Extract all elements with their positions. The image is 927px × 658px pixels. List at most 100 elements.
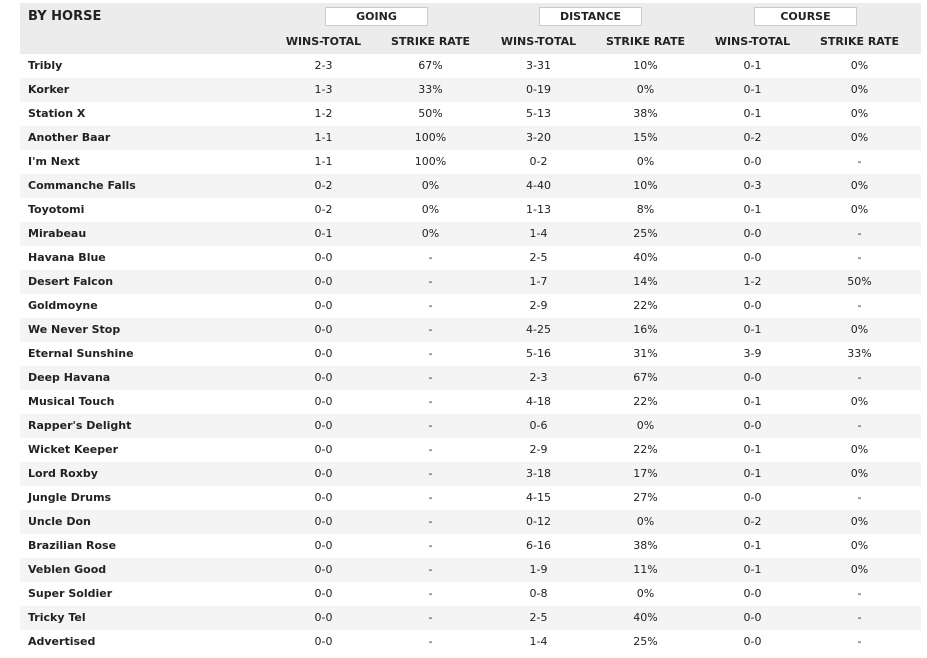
group-label: GOING	[325, 7, 428, 26]
stat-cell: 1-3	[314, 83, 333, 96]
horse-name: Veblen Good	[28, 563, 107, 576]
stat-cell: 11%	[633, 563, 658, 576]
table-row: We Never Stop 0-0 - 4-25 16% 0-1 0%	[20, 318, 921, 342]
stat-cell: 0-3	[743, 179, 762, 192]
stat-cell: 40%	[633, 251, 658, 264]
stat-cell: -	[428, 443, 433, 456]
table-row: Desert Falcon 0-0 - 1-7 14% 1-2 50%	[20, 270, 921, 294]
stat-cell: 38%	[633, 539, 658, 552]
stat-cell: 0-19	[526, 83, 551, 96]
stat-cell: 0-0	[314, 395, 333, 408]
stat-cell: 4-40	[526, 179, 551, 192]
stat-cell: 0-0	[314, 635, 333, 648]
stat-cell: 0-0	[314, 587, 333, 600]
stat-cell: 0%	[850, 83, 869, 96]
horse-name: Musical Touch	[28, 395, 115, 408]
stat-cell: 0-0	[743, 227, 762, 240]
table-header: BY HORSE GOING DISTANCE COURSE WINS-TOTAL ST…	[20, 3, 921, 54]
stat-cell: -	[857, 635, 862, 648]
stat-cell: 38%	[633, 107, 658, 120]
stat-cell: 1-9	[529, 563, 548, 576]
stat-cell: 0%	[636, 419, 655, 432]
stat-cell: 14%	[633, 275, 658, 288]
table-row: Deep Havana 0-0 - 2-3 67% 0-0 -	[20, 366, 921, 390]
table-row: Mirabeau 0-1 0% 1-4 25% 0-0 -	[20, 222, 921, 246]
stat-cell: 0%	[850, 203, 869, 216]
stat-cell: 27%	[633, 491, 658, 504]
stat-cell: 0-6	[529, 419, 548, 432]
stat-cell: 0-1	[743, 443, 762, 456]
stat-cell: 0-2	[314, 203, 333, 216]
stat-cell: -	[428, 587, 433, 600]
stat-cell: -	[857, 419, 862, 432]
stat-cell: 0-1	[743, 107, 762, 120]
stat-cell: 0-2	[529, 155, 548, 168]
table-row: Station X 1-2 50% 5-13 38% 0-1 0%	[20, 102, 921, 126]
stat-cell: 0-8	[529, 587, 548, 600]
stat-cell: 0-0	[743, 251, 762, 264]
column-header: STRIKE RATE	[605, 35, 685, 48]
table-row: Veblen Good 0-0 - 1-9 11% 0-1 0%	[20, 558, 921, 582]
stat-cell: 0-0	[743, 299, 762, 312]
stat-cell: 4-15	[526, 491, 551, 504]
stat-cell: -	[428, 515, 433, 528]
stat-cell: 0%	[421, 203, 440, 216]
stat-cell: 0-1	[743, 203, 762, 216]
horse-name: I'm Next	[28, 155, 80, 168]
stat-cell: 22%	[633, 299, 658, 312]
title: BY HORSE	[28, 9, 102, 24]
stat-cell: 0-0	[743, 587, 762, 600]
stat-cell: 0%	[850, 563, 869, 576]
horse-name: Deep Havana	[28, 371, 111, 384]
stat-cell: 16%	[633, 323, 658, 336]
stat-cell: -	[428, 395, 433, 408]
stat-cell: -	[857, 251, 862, 264]
horse-name: Desert Falcon	[28, 275, 114, 288]
stat-cell: 4-25	[526, 323, 551, 336]
stat-cell: 3-9	[743, 347, 762, 360]
table-row: Rapper's Delight 0-0 - 0-6 0% 0-0 -	[20, 414, 921, 438]
table-row: Super Soldier 0-0 - 0-8 0% 0-0 -	[20, 582, 921, 606]
stat-cell: 15%	[633, 131, 658, 144]
stat-cell: 2-3	[529, 371, 548, 384]
stat-cell: 4-18	[526, 395, 551, 408]
column-header: WINS-TOTAL	[285, 35, 362, 48]
stat-cell: 0-0	[314, 323, 333, 336]
horse-name: Eternal Sunshine	[28, 347, 134, 360]
stat-cell: 2-5	[529, 251, 548, 264]
stat-cell: 0-0	[314, 419, 333, 432]
stat-cell: -	[857, 155, 862, 168]
stat-cell: 0-2	[743, 131, 762, 144]
stat-cell: 0-0	[314, 275, 333, 288]
table-row: Jungle Drums 0-0 - 4-15 27% 0-0 -	[20, 486, 921, 510]
horse-name: Advertised	[28, 635, 96, 648]
horse-name: Lord Roxby	[28, 467, 98, 480]
stat-cell: -	[428, 371, 433, 384]
table-row: Uncle Don 0-0 - 0-12 0% 0-2 0%	[20, 510, 921, 534]
stat-cell: 2-9	[529, 443, 548, 456]
horse-name: Korker	[28, 83, 70, 96]
column-header: WINS-TOTAL	[500, 35, 577, 48]
stat-cell: 0%	[850, 59, 869, 72]
stat-cell: 8%	[636, 203, 655, 216]
horse-name: Tricky Tel	[28, 611, 86, 624]
stat-cell: -	[428, 323, 433, 336]
table-row: Havana Blue 0-0 - 2-5 40% 0-0 -	[20, 246, 921, 270]
stat-cell: -	[857, 491, 862, 504]
group-label: DISTANCE	[539, 7, 642, 26]
table-row: Advertised 0-0 - 1-4 25% 0-0 -	[20, 630, 921, 654]
stat-cell: 0%	[850, 443, 869, 456]
stat-cell: -	[857, 611, 862, 624]
horse-name: Wicket Keeper	[28, 443, 119, 456]
stat-cell: 0-0	[314, 467, 333, 480]
stat-cell: 40%	[633, 611, 658, 624]
stat-cell: 100%	[414, 131, 447, 144]
table-row: Brazilian Rose 0-0 - 6-16 38% 0-1 0%	[20, 534, 921, 558]
stat-cell: 0-0	[743, 611, 762, 624]
stat-cell: 0-1	[743, 563, 762, 576]
stat-cell: 0-0	[314, 299, 333, 312]
column-header: STRIKE RATE	[819, 35, 899, 48]
horse-name: Jungle Drums	[28, 491, 112, 504]
stat-cell: 0-0	[314, 251, 333, 264]
